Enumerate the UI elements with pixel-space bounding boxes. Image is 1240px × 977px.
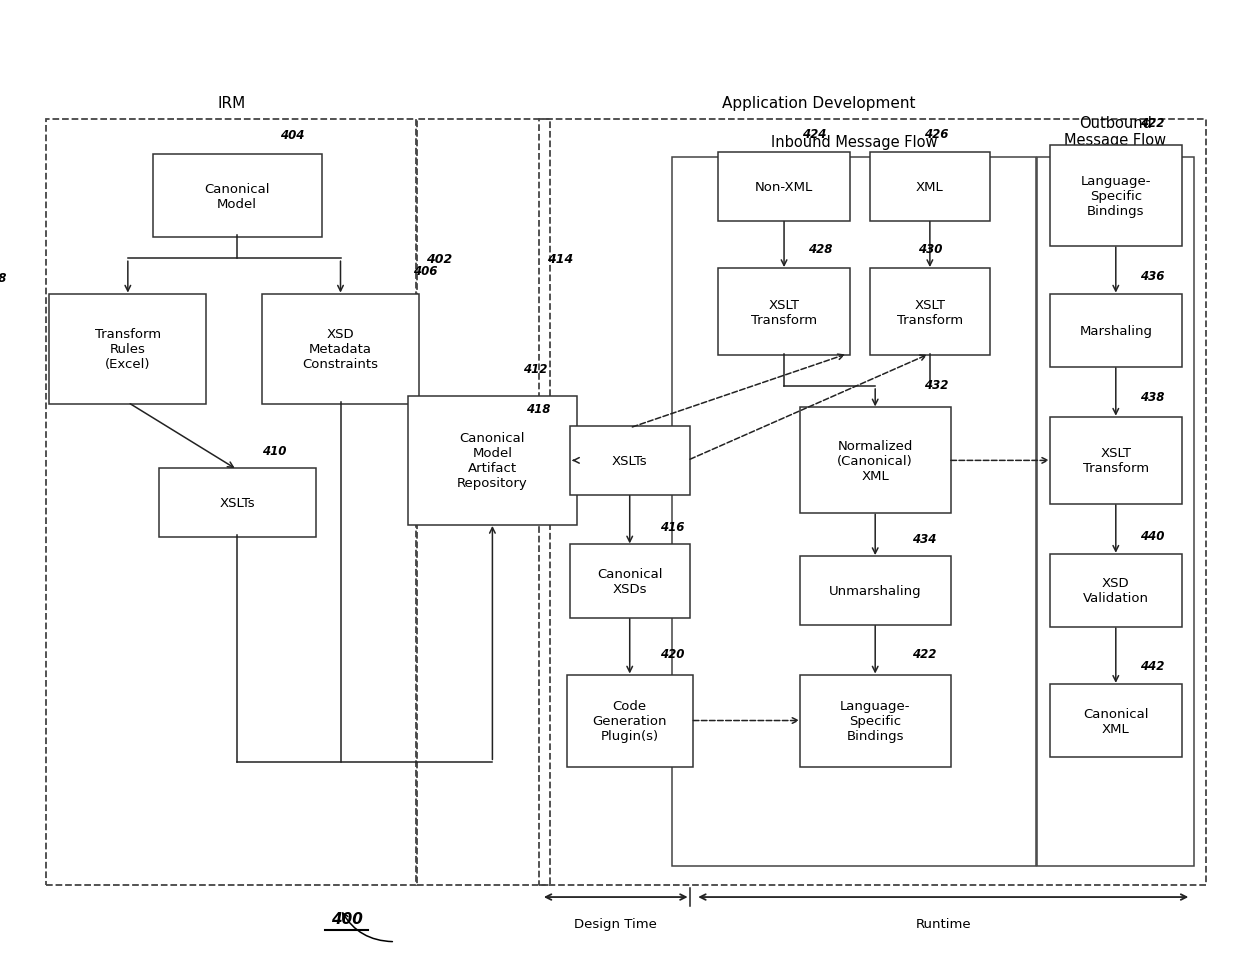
- Text: 414: 414: [547, 253, 573, 266]
- Text: 402: 402: [425, 253, 451, 266]
- FancyBboxPatch shape: [1049, 146, 1182, 247]
- Text: 432: 432: [924, 379, 949, 392]
- FancyBboxPatch shape: [1049, 684, 1182, 757]
- FancyBboxPatch shape: [800, 557, 951, 625]
- Text: XSD
Validation: XSD Validation: [1083, 576, 1148, 605]
- Text: 408: 408: [0, 272, 6, 285]
- Text: 418: 418: [527, 403, 551, 415]
- FancyBboxPatch shape: [153, 155, 321, 237]
- FancyBboxPatch shape: [262, 294, 419, 404]
- Text: XSLT
Transform: XSLT Transform: [751, 298, 817, 326]
- Text: 442: 442: [1140, 659, 1164, 672]
- Text: Canonical
Model: Canonical Model: [205, 183, 270, 210]
- Text: Language-
Specific
Bindings: Language- Specific Bindings: [1080, 175, 1151, 218]
- Text: 410: 410: [262, 445, 286, 457]
- Text: Inbound Message Flow: Inbound Message Flow: [771, 135, 937, 150]
- Text: 426: 426: [924, 128, 949, 142]
- FancyBboxPatch shape: [1049, 294, 1182, 367]
- FancyBboxPatch shape: [567, 675, 693, 767]
- Text: 436: 436: [1140, 270, 1164, 282]
- FancyBboxPatch shape: [800, 675, 951, 767]
- Text: 400: 400: [331, 911, 362, 926]
- FancyBboxPatch shape: [718, 269, 851, 356]
- FancyBboxPatch shape: [159, 468, 316, 537]
- Text: 406: 406: [413, 265, 438, 278]
- FancyBboxPatch shape: [800, 408, 951, 514]
- Text: 424: 424: [802, 128, 827, 142]
- Text: 434: 434: [911, 532, 936, 545]
- Text: 420: 420: [660, 648, 684, 660]
- FancyBboxPatch shape: [869, 152, 990, 222]
- Text: Canonical
XML: Canonical XML: [1083, 706, 1148, 735]
- Text: Code
Generation
Plugin(s): Code Generation Plugin(s): [593, 700, 667, 743]
- Text: XSLT
Transform: XSLT Transform: [897, 298, 963, 326]
- FancyBboxPatch shape: [569, 427, 689, 495]
- Text: Language-
Specific
Bindings: Language- Specific Bindings: [839, 700, 910, 743]
- Text: XML: XML: [916, 181, 944, 193]
- Text: 428: 428: [808, 242, 833, 255]
- FancyBboxPatch shape: [50, 294, 206, 404]
- Text: 404: 404: [280, 129, 304, 142]
- FancyBboxPatch shape: [1049, 554, 1182, 627]
- Text: 422: 422: [1140, 116, 1164, 130]
- Text: Canonical
Model
Artifact
Repository: Canonical Model Artifact Repository: [458, 432, 528, 489]
- Text: Runtime: Runtime: [915, 917, 971, 930]
- Text: XSLT
Transform: XSLT Transform: [1083, 446, 1149, 475]
- Text: Unmarshaling: Unmarshaling: [828, 584, 921, 597]
- FancyBboxPatch shape: [1049, 417, 1182, 504]
- Text: Canonical
XSDs: Canonical XSDs: [596, 568, 662, 596]
- Text: 412: 412: [523, 363, 547, 376]
- Text: XSLTs: XSLTs: [219, 496, 255, 509]
- Text: Non-XML: Non-XML: [755, 181, 813, 193]
- Text: 438: 438: [1140, 391, 1164, 404]
- Text: Outbound
Message Flow: Outbound Message Flow: [1064, 115, 1167, 149]
- Text: Marshaling: Marshaling: [1079, 324, 1152, 337]
- FancyBboxPatch shape: [718, 152, 851, 222]
- FancyBboxPatch shape: [408, 397, 577, 526]
- Text: Normalized
(Canonical)
XML: Normalized (Canonical) XML: [837, 440, 913, 483]
- Text: XSLTs: XSLTs: [611, 454, 647, 467]
- Text: Transform
Rules
(Excel): Transform Rules (Excel): [94, 328, 161, 371]
- Text: Application Development: Application Development: [723, 96, 916, 111]
- Text: IRM: IRM: [217, 96, 246, 111]
- Text: 430: 430: [918, 242, 942, 255]
- Text: 416: 416: [660, 521, 684, 533]
- Text: XSD
Metadata
Constraints: XSD Metadata Constraints: [303, 328, 378, 371]
- Text: 440: 440: [1140, 530, 1164, 542]
- Text: Design Time: Design Time: [574, 917, 657, 930]
- FancyBboxPatch shape: [869, 269, 990, 356]
- FancyBboxPatch shape: [569, 545, 689, 618]
- Text: 422: 422: [911, 648, 936, 660]
